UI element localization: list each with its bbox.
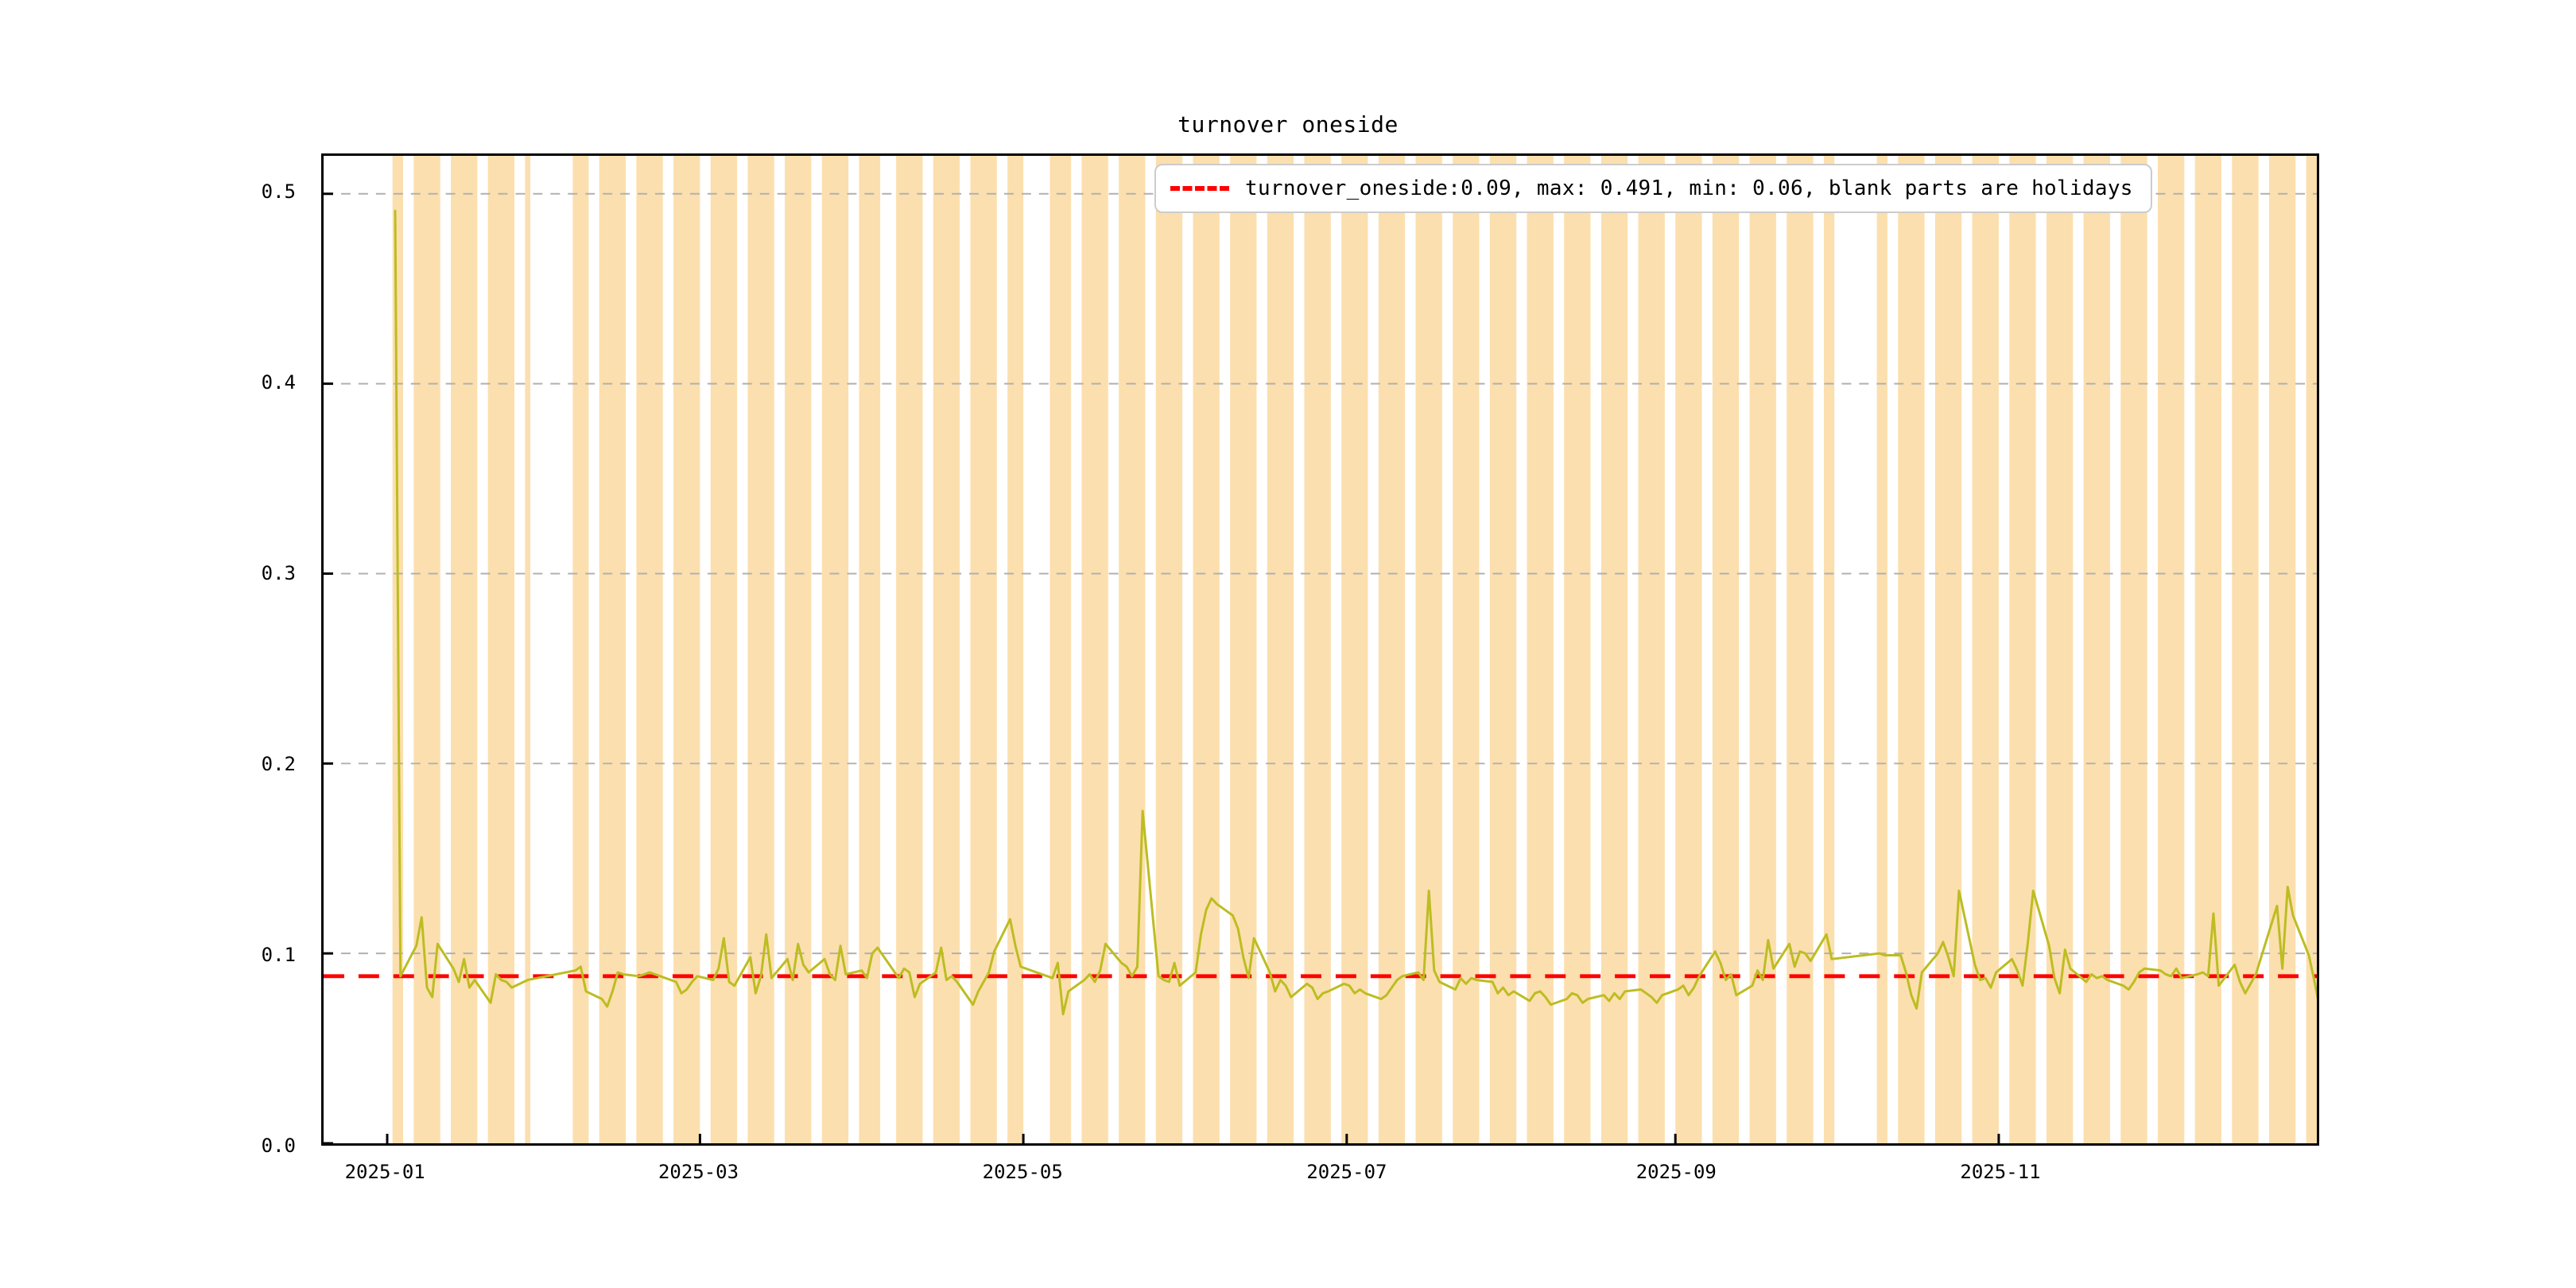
trading-day-band	[1081, 156, 1108, 1143]
y-tick-label: 0.4	[261, 371, 296, 394]
trading-day-band	[1378, 156, 1406, 1143]
trading-day-band	[525, 156, 531, 1143]
y-tick-label: 0.5	[261, 180, 296, 203]
trading-day-band	[1453, 156, 1480, 1143]
trading-day-band	[1787, 156, 1814, 1143]
trading-day-band	[1489, 156, 1517, 1143]
trading-day-band	[821, 156, 849, 1143]
legend[interactable]: turnover_oneside:0.09, max: 0.491, min: …	[1154, 164, 2152, 213]
turnover-oneside-line	[394, 209, 2317, 1016]
x-tick-label: 2025-11	[1960, 1161, 2041, 1183]
trading-day-band	[2009, 156, 2036, 1143]
y-axis: 0.0 0.1 0.2 0.3 0.4 0.5	[0, 0, 321, 1288]
trading-day-band	[1230, 156, 1257, 1143]
trading-day-band	[710, 156, 738, 1143]
trading-day-band	[1749, 156, 1776, 1143]
trading-day-band	[859, 156, 881, 1143]
trading-day-band	[673, 156, 700, 1143]
trading-day-band	[451, 156, 478, 1143]
chart-svg	[324, 156, 2317, 1143]
trading-day-band	[2120, 156, 2147, 1143]
trading-day-band	[1415, 156, 1442, 1143]
x-tick-label: 2025-03	[658, 1161, 739, 1183]
trading-day-band	[970, 156, 997, 1143]
x-tick-label: 2025-05	[982, 1161, 1063, 1183]
trading-day-band	[1564, 156, 1591, 1143]
trading-day-band	[413, 156, 440, 1143]
y-tick-label: 0.2	[261, 753, 296, 775]
trading-day-band	[2083, 156, 2110, 1143]
trading-day-band	[785, 156, 812, 1143]
x-tick-label: 2025-01	[344, 1161, 425, 1183]
trading-day-band	[572, 156, 589, 1143]
legend-label: turnover_oneside:0.09, max: 0.491, min: …	[1245, 177, 2133, 200]
trading-day-band	[1712, 156, 1740, 1143]
trading-day-band	[636, 156, 663, 1143]
trading-day-band	[2194, 156, 2221, 1143]
trading-day-band	[933, 156, 960, 1143]
x-tick-label: 2025-09	[1635, 1161, 1717, 1183]
y-tick-label: 0.1	[261, 944, 296, 966]
trading-day-band	[1600, 156, 1628, 1143]
y-tick-label: 0.0	[261, 1135, 296, 1157]
trading-day-band	[1876, 156, 1887, 1143]
trading-day-band	[2232, 156, 2259, 1143]
page-title: turnover oneside	[1177, 111, 1399, 138]
trading-day-band	[896, 156, 923, 1143]
trading-day-band	[2157, 156, 2185, 1143]
trading-day-band	[1934, 156, 1962, 1143]
trading-day-band	[2046, 156, 2074, 1143]
trading-day-band	[1823, 156, 1835, 1143]
trading-day-band	[1119, 156, 1146, 1143]
trading-day-band	[747, 156, 774, 1143]
trading-day-band	[1304, 156, 1331, 1143]
trading-day-band	[2306, 156, 2317, 1143]
trading-day-band	[1638, 156, 1665, 1143]
trading-day-band	[599, 156, 627, 1143]
plot-area	[321, 153, 2319, 1146]
trading-day-band	[2268, 156, 2296, 1143]
trading-day-band	[1341, 156, 1368, 1143]
trading-day-band	[1007, 156, 1024, 1143]
trading-day-band	[1972, 156, 1999, 1143]
trading-day-band	[1527, 156, 1554, 1143]
series-line	[394, 209, 2317, 1016]
trading-day-band	[1193, 156, 1220, 1143]
trading-day-band	[1155, 156, 1183, 1143]
trading-day-bands	[392, 156, 2317, 1143]
legend-dashed-line-icon	[1170, 186, 1229, 191]
y-tick-label: 0.3	[261, 562, 296, 584]
x-tick-label: 2025-07	[1306, 1161, 1387, 1183]
